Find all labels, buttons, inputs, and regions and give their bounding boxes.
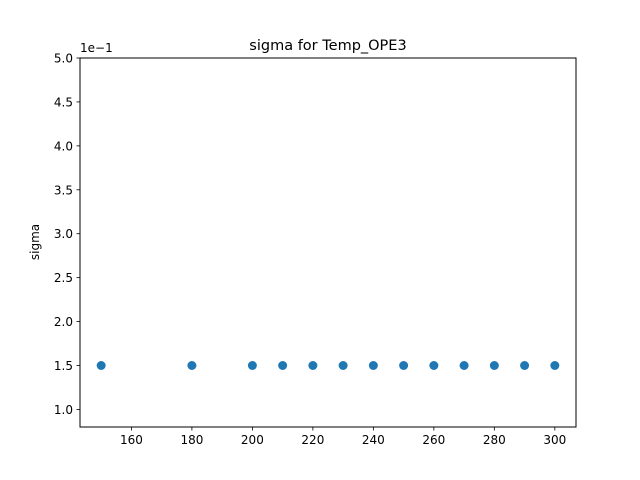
data-point [338, 361, 348, 370]
data-point [187, 361, 197, 370]
y-tick-label: 2.5 [54, 271, 73, 285]
y-axis-ticks: 1.0 1.5 2.0 2.5 3.0 3.5 4.0 4.5 5.0 [54, 52, 80, 417]
y-tick-label: 4.0 [54, 139, 73, 153]
x-tick-label: 220 [301, 433, 324, 447]
chart-title: sigma for Temp_OPE3 [249, 38, 406, 54]
y-tick-label: 3.5 [54, 183, 73, 197]
scatter-points [96, 361, 560, 370]
data-point [368, 361, 378, 370]
y-tick-label: 2.0 [54, 315, 73, 329]
y-tick-label: 1.5 [54, 359, 73, 373]
plot-frame [79, 57, 577, 428]
data-point [399, 361, 409, 370]
x-tick-label: 280 [483, 433, 506, 447]
data-point [96, 361, 106, 370]
data-point [278, 361, 288, 370]
data-point [489, 361, 499, 370]
y-tick-label: 3.0 [54, 227, 73, 241]
y-axis-offset-label: 1e−1 [80, 41, 113, 55]
x-tick-label: 260 [422, 433, 445, 447]
x-tick-label: 160 [120, 433, 143, 447]
y-tick-label: 1.0 [54, 403, 73, 417]
data-point [247, 361, 257, 370]
x-tick-label: 200 [241, 433, 264, 447]
x-axis-ticks: 160 180 200 220 240 260 280 300 [120, 427, 566, 447]
y-axis-label: sigma [28, 224, 42, 260]
data-point [308, 361, 318, 370]
data-point [520, 361, 530, 370]
x-tick-label: 300 [543, 433, 566, 447]
data-point [550, 361, 560, 370]
x-tick-label: 180 [180, 433, 203, 447]
y-tick-label: 4.5 [54, 95, 73, 109]
x-tick-label: 240 [362, 433, 385, 447]
data-point [459, 361, 469, 370]
data-point [429, 361, 439, 370]
y-tick-label: 5.0 [54, 52, 73, 66]
